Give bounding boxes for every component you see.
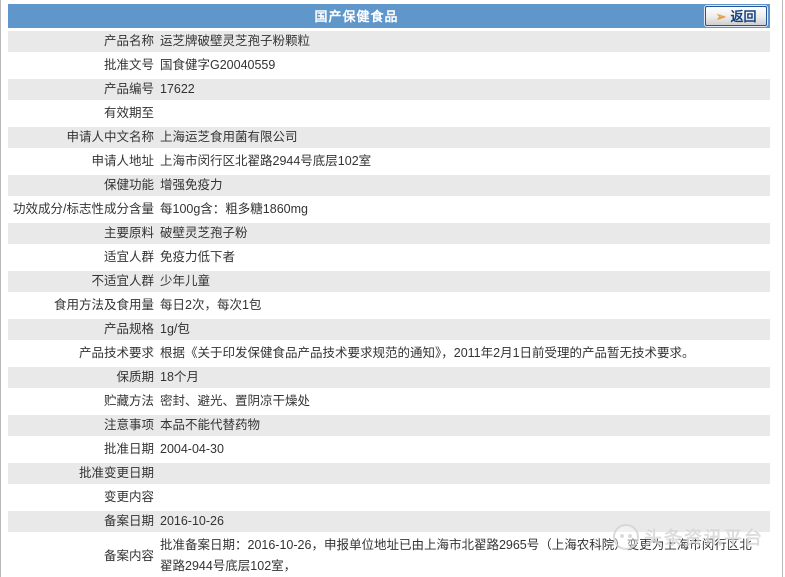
table-row: 主要原料 破壁灵芝孢子粉 [8,223,770,244]
row-label: 保质期 [116,370,154,384]
back-button[interactable]: ➢ 返回 [705,6,767,26]
row-value: 1g/包 [160,322,190,336]
row-value: 上海运芝食用菌有限公司 [160,130,298,144]
row-value: 国食健字G20040559 [160,58,276,72]
panel-header: 国产保健食品 ➢ 返回 [8,4,770,28]
table-row: 注意事项 本品不能代替药物 [8,415,770,436]
row-value: 17622 [160,82,195,96]
table-row: 保质期 18个月 [8,367,770,388]
row-label: 备案日期 [103,514,154,528]
row-label: 功效成分/标志性成分含量 [13,202,154,216]
back-button-label: 返回 [730,8,757,24]
table-row: 功效成分/标志性成分含量 每100g含：粗多糖1860mg [8,199,770,220]
row-value: 增强免疫力 [160,178,223,192]
row-label: 产品编号 [103,82,154,96]
table-row: 产品编号 17622 [8,79,770,100]
table-row: 不适宜人群 少年儿童 [8,271,770,292]
table-row: 产品规格 1g/包 [8,319,770,340]
row-value: 2016-10-26 [160,514,224,528]
row-value: 破壁灵芝孢子粉 [160,226,248,240]
row-label: 贮藏方法 [103,394,154,408]
row-value: 免疫力低下者 [160,250,236,264]
table-row: 备案内容 批准备案日期：2016-10-26，申报单位地址已由上海市北翟路296… [8,535,770,577]
table-row: 贮藏方法 密封、避光、置阴凉干燥处 [8,391,770,412]
row-value: 根据《关于印发保健食品产品技术要求规范的通知》，2011年2月1日前受理的产品暂… [160,346,695,360]
row-label: 产品名称 [103,34,154,48]
row-label: 不适宜人群 [91,274,154,288]
row-value: 上海市闵行区北翟路2944号底层102室 [160,154,372,168]
table-row: 申请人地址 上海市闵行区北翟路2944号底层102室 [8,151,770,172]
row-label: 食用方法及食用量 [53,298,154,312]
row-value: 批准备案日期：2016-10-26，申报单位地址已由上海市北翟路2965号（上海… [160,538,752,573]
row-label: 批准日期 [103,442,154,456]
table-row: 有效期至 [8,103,770,124]
table-row: 保健功能 增强免疫力 [8,175,770,196]
row-label: 申请人地址 [91,154,154,168]
row-value: 密封、避光、置阴凉干燥处 [160,394,311,408]
row-label: 注意事项 [103,418,154,432]
table-row: 食用方法及食用量 每日2次，每次1包 [8,295,770,316]
table-row: 产品技术要求 根据《关于印发保健食品产品技术要求规范的通知》，2011年2月1日… [8,343,770,364]
row-label: 主要原料 [103,226,154,240]
row-value: 18个月 [160,370,199,384]
row-label: 适宜人群 [103,250,154,264]
row-value: 本品不能代替药物 [160,418,261,432]
row-label: 批准文号 [103,58,154,72]
row-value: 每100g含：粗多糖1860mg [160,202,308,216]
row-label: 申请人中文名称 [66,130,154,144]
table-row: 产品名称 运芝牌破壁灵芝孢子粉颗粒 [8,31,770,52]
table-row: 变更内容 [8,487,770,508]
row-value: 少年儿童 [160,274,211,288]
row-value: 运芝牌破壁灵芝孢子粉颗粒 [160,34,311,48]
page-title-wrap: 国产保健食品 [8,6,705,26]
table-row: 适宜人群 免疫力低下者 [8,247,770,268]
row-value: 每日2次，每次1包 [160,298,262,312]
table-row: 批准日期 2004-04-30 [8,439,770,460]
table-row: 申请人中文名称 上海运芝食用菌有限公司 [8,127,770,148]
row-label: 产品技术要求 [78,346,154,360]
row-label: 产品规格 [103,322,154,336]
page-title: 国产保健食品 [314,9,399,24]
table-row: 批准变更日期 [8,463,770,484]
table-row: 备案日期 2016-10-26 [8,511,770,532]
row-label: 批准变更日期 [78,466,154,480]
back-arrow-icon: ➢ [715,8,727,24]
row-label: 变更内容 [103,490,154,504]
row-value: 2004-04-30 [160,442,224,456]
detail-table: 产品名称 运芝牌破壁灵芝孢子粉颗粒 批准文号 国食健字G20040559 产品编… [8,31,770,577]
row-label: 保健功能 [103,178,154,192]
row-label: 备案内容 [103,548,154,563]
table-row: 批准文号 国食健字G20040559 [8,55,770,76]
row-label: 有效期至 [103,106,154,120]
